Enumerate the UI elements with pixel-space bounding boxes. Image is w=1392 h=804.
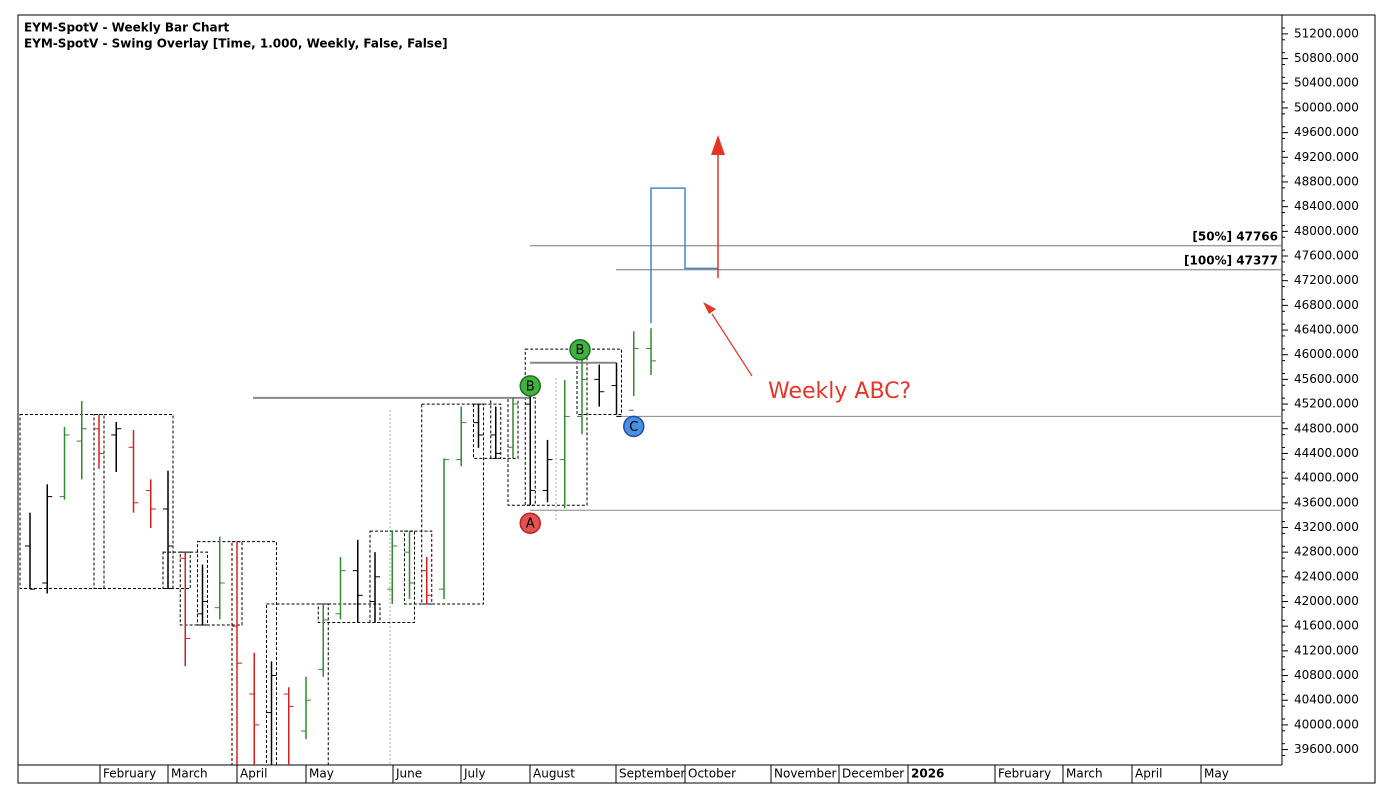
y-tick-label: 47600.000: [1294, 249, 1359, 263]
swing-marker: [623, 415, 645, 438]
y-tick-label: 48800.000: [1294, 174, 1359, 188]
x-tick-label: May: [309, 767, 334, 781]
swing-label: B: [576, 343, 585, 358]
chart-subtitle: EYM-SpotV - Swing Overlay [Time, 1.000, …: [24, 37, 448, 51]
x-tick-label: February: [103, 767, 156, 781]
x-tick-label: September: [619, 767, 685, 781]
y-tick-label: 42800.000: [1294, 545, 1359, 559]
x-tick-label: May: [1204, 767, 1229, 781]
y-tick-label: 51200.000: [1294, 26, 1359, 40]
swing-marker: [519, 512, 541, 534]
swing-box: [266, 603, 329, 765]
swing-box: [19, 414, 105, 590]
y-tick-label: 40000.000: [1294, 717, 1359, 731]
y-tick-label: 43600.000: [1294, 495, 1359, 509]
y-tick-label: 50400.000: [1294, 76, 1359, 90]
y-tick-label: 40400.000: [1294, 693, 1359, 707]
arrowhead: [703, 302, 716, 314]
x-tick-label: March: [171, 767, 208, 781]
x-tick-label: October: [688, 767, 736, 781]
y-tick-label: 50800.000: [1294, 51, 1359, 65]
x-tick-label: August: [533, 767, 575, 781]
y-tick-label: 48400.000: [1294, 199, 1359, 213]
swing-box: [93, 414, 174, 590]
swing-box: [524, 348, 588, 506]
swing-box: [317, 603, 381, 623]
y-tick-label: 44400.000: [1294, 446, 1359, 460]
swing-box: [507, 397, 536, 506]
swing-box: [231, 541, 277, 765]
x-tick-label: July: [463, 767, 486, 781]
arrow: [711, 313, 753, 377]
y-tick-label: 42400.000: [1294, 569, 1359, 583]
swing-label: B: [526, 379, 535, 394]
y-tick-label: 48000.000: [1294, 224, 1359, 238]
swing-marker: [519, 375, 541, 397]
y-tick-label: 45200.000: [1294, 397, 1359, 411]
x-tick-label: June: [395, 767, 422, 781]
y-tick-label: 46800.000: [1294, 298, 1359, 312]
y-tick-label: 44800.000: [1294, 421, 1359, 435]
x-tick-label: April: [1135, 767, 1162, 781]
y-tick-label: 43200.000: [1294, 520, 1359, 534]
fib-label: [100%] 47377: [1184, 253, 1278, 267]
swing-box: [421, 403, 484, 605]
y-tick-label: 44000.000: [1294, 471, 1359, 485]
y-tick-label: 46400.000: [1294, 323, 1359, 337]
x-tick-label: December: [842, 767, 904, 781]
y-tick-label: 49200.000: [1294, 150, 1359, 164]
swing-box: [473, 403, 502, 459]
annotation: Weekly ABC?: [768, 379, 911, 404]
y-tick-label: 40800.000: [1294, 668, 1359, 682]
fib-label: [50%] 47766: [1192, 229, 1278, 243]
y-tick-label: 45600.000: [1294, 372, 1359, 386]
frame: [17, 14, 1376, 784]
y-tick-label: 42000.000: [1294, 594, 1359, 608]
y-tick-label: 50000.000: [1294, 100, 1359, 114]
swing-box: [162, 551, 191, 590]
swing-marker: [569, 338, 591, 361]
y-tick-label: 39600.000: [1294, 742, 1359, 756]
swing-box: [490, 397, 519, 459]
swing-label: A: [526, 517, 535, 532]
y-tick-label: 49600.000: [1294, 125, 1359, 139]
projection: [650, 187, 718, 324]
y-tick-label: 41600.000: [1294, 619, 1359, 633]
x-tick-label: March: [1066, 767, 1103, 781]
x-tick-label: February: [998, 767, 1051, 781]
swing-label: C: [629, 420, 638, 435]
y-tick-label: 46000.000: [1294, 347, 1359, 361]
y-tick-label: 41200.000: [1294, 643, 1359, 657]
arrowhead: [711, 135, 725, 155]
plot: [19, 187, 1282, 765]
y-tick-label: 47200.000: [1294, 273, 1359, 287]
chart-title: EYM-SpotV - Weekly Bar Chart: [24, 21, 230, 35]
x-tick-label: April: [240, 767, 267, 781]
swing-box: [576, 348, 622, 416]
x-tick-label: 2026: [911, 767, 944, 781]
x-tick-label: November: [774, 767, 836, 781]
